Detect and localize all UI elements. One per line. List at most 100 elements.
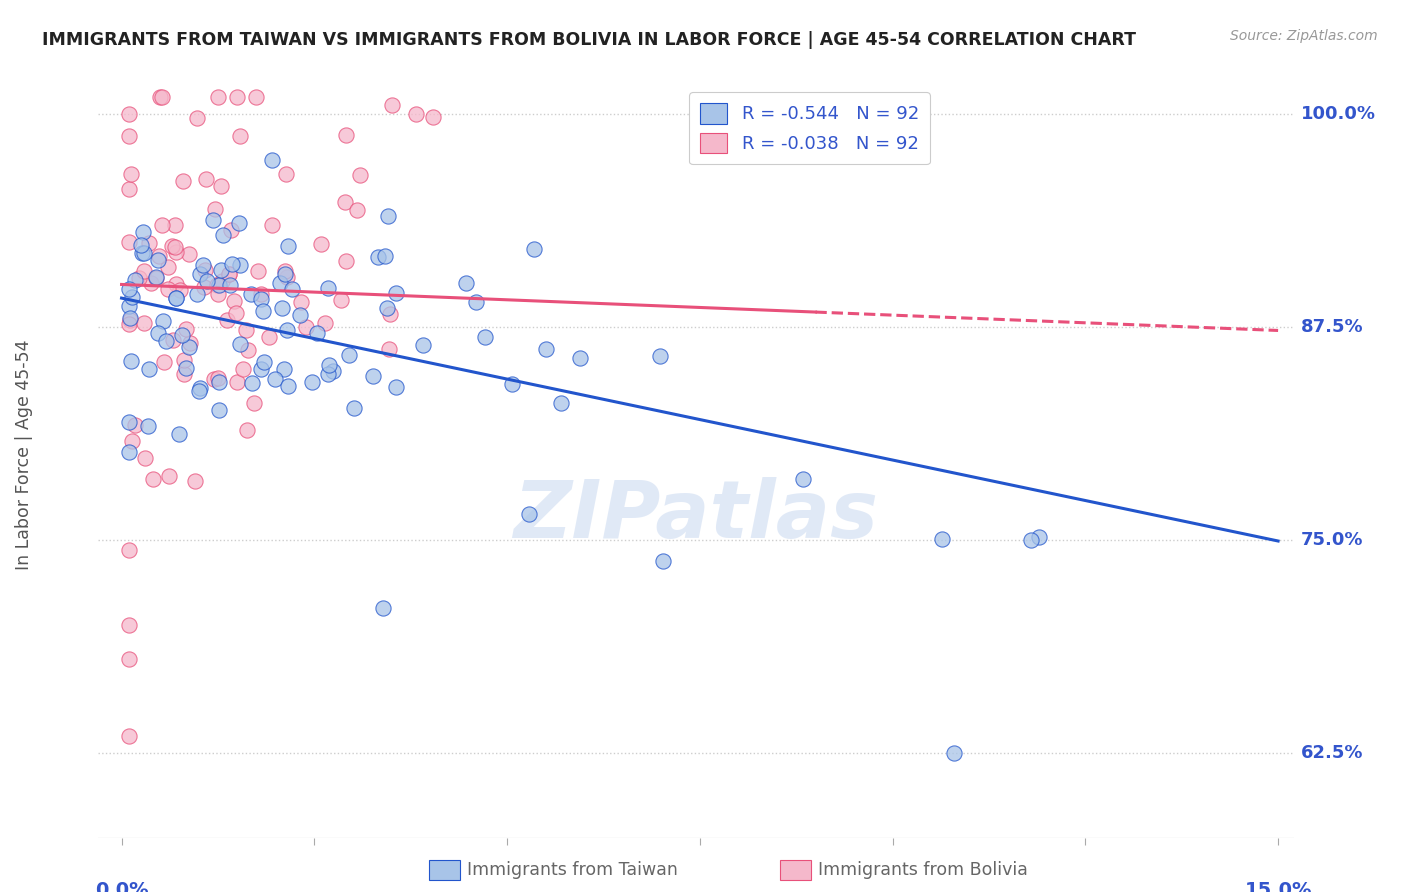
Point — [322, 364, 344, 378]
Point — [201, 213, 224, 227]
Point — [169, 283, 191, 297]
Point — [187, 384, 209, 398]
Point — [132, 316, 155, 330]
Point — [160, 239, 183, 253]
Point — [145, 271, 167, 285]
Point — [337, 348, 360, 362]
Point — [422, 111, 444, 125]
Point — [271, 301, 294, 315]
Point — [273, 361, 295, 376]
Point — [165, 277, 187, 291]
Text: Source: ZipAtlas.com: Source: ZipAtlas.com — [1230, 29, 1378, 43]
Point — [318, 281, 340, 295]
Point — [118, 618, 141, 632]
Point — [118, 107, 141, 121]
Text: 62.5%: 62.5% — [1301, 744, 1362, 763]
Point — [343, 401, 366, 416]
Point — [207, 277, 229, 292]
Point — [236, 343, 259, 357]
Point — [118, 729, 141, 743]
Point — [412, 338, 434, 352]
Point — [197, 275, 219, 289]
Point — [277, 239, 299, 253]
Point — [1021, 533, 1043, 548]
Point — [235, 423, 257, 437]
Point — [138, 362, 160, 376]
Point — [124, 418, 146, 433]
Point — [118, 128, 141, 143]
Point — [173, 368, 195, 382]
Point — [550, 396, 572, 410]
Point — [118, 652, 141, 666]
Point — [229, 258, 252, 272]
Point — [273, 267, 295, 281]
Point — [118, 282, 141, 296]
Point — [385, 379, 408, 393]
Point — [374, 249, 396, 263]
Point — [235, 323, 257, 337]
Point — [311, 237, 333, 252]
Legend: R = -0.544   N = 92, R = -0.038   N = 92: R = -0.544 N = 92, R = -0.038 N = 92 — [689, 92, 929, 164]
Point — [165, 244, 187, 259]
Point — [378, 343, 401, 357]
Point — [208, 375, 231, 389]
Text: 87.5%: 87.5% — [1301, 318, 1362, 336]
Point — [153, 355, 176, 369]
Point — [155, 334, 177, 349]
Point — [225, 375, 247, 389]
Point — [253, 354, 276, 368]
Point — [184, 475, 207, 489]
Point — [273, 264, 295, 278]
Point — [118, 310, 141, 325]
Point — [172, 174, 194, 188]
Point — [202, 372, 225, 386]
Point — [335, 254, 357, 268]
Point — [333, 195, 356, 210]
Point — [132, 225, 155, 239]
Point — [138, 235, 160, 250]
Point — [120, 168, 142, 182]
Text: In Labor Force | Age 45-54: In Labor Force | Age 45-54 — [15, 340, 34, 570]
Point — [232, 362, 254, 376]
Point — [301, 376, 323, 390]
Point — [208, 278, 231, 293]
Point — [179, 336, 201, 351]
Point — [222, 293, 245, 308]
Point — [290, 308, 312, 322]
Point — [156, 282, 179, 296]
Point — [118, 444, 141, 458]
Point — [193, 258, 215, 272]
Point — [152, 314, 174, 328]
Point — [207, 370, 229, 384]
Point — [501, 377, 523, 392]
Point — [157, 260, 180, 275]
Point — [208, 403, 231, 417]
Point — [474, 329, 496, 343]
Point — [240, 376, 263, 390]
Point — [523, 242, 546, 256]
Point — [218, 267, 240, 281]
Point — [177, 247, 200, 261]
Point — [318, 358, 340, 372]
Text: IMMIGRANTS FROM TAIWAN VS IMMIGRANTS FROM BOLIVIA IN LABOR FORCE | AGE 45-54 COR: IMMIGRANTS FROM TAIWAN VS IMMIGRANTS FRO… — [42, 31, 1136, 49]
Text: ZIPatlas: ZIPatlas — [513, 477, 879, 556]
Point — [120, 354, 142, 368]
Point — [165, 218, 187, 232]
Point — [179, 340, 201, 354]
Point — [651, 554, 673, 568]
Point — [149, 90, 172, 104]
Point — [225, 306, 247, 320]
Point — [132, 263, 155, 277]
Point — [378, 307, 401, 321]
Point — [207, 90, 229, 104]
Point — [257, 330, 280, 344]
Point — [1028, 530, 1050, 544]
Point — [173, 353, 195, 368]
Point — [212, 228, 235, 243]
Point — [165, 291, 187, 305]
Point — [186, 111, 208, 125]
Point — [118, 235, 141, 249]
Point — [295, 320, 318, 334]
Text: 0.0%: 0.0% — [94, 881, 149, 892]
Point — [172, 327, 194, 342]
